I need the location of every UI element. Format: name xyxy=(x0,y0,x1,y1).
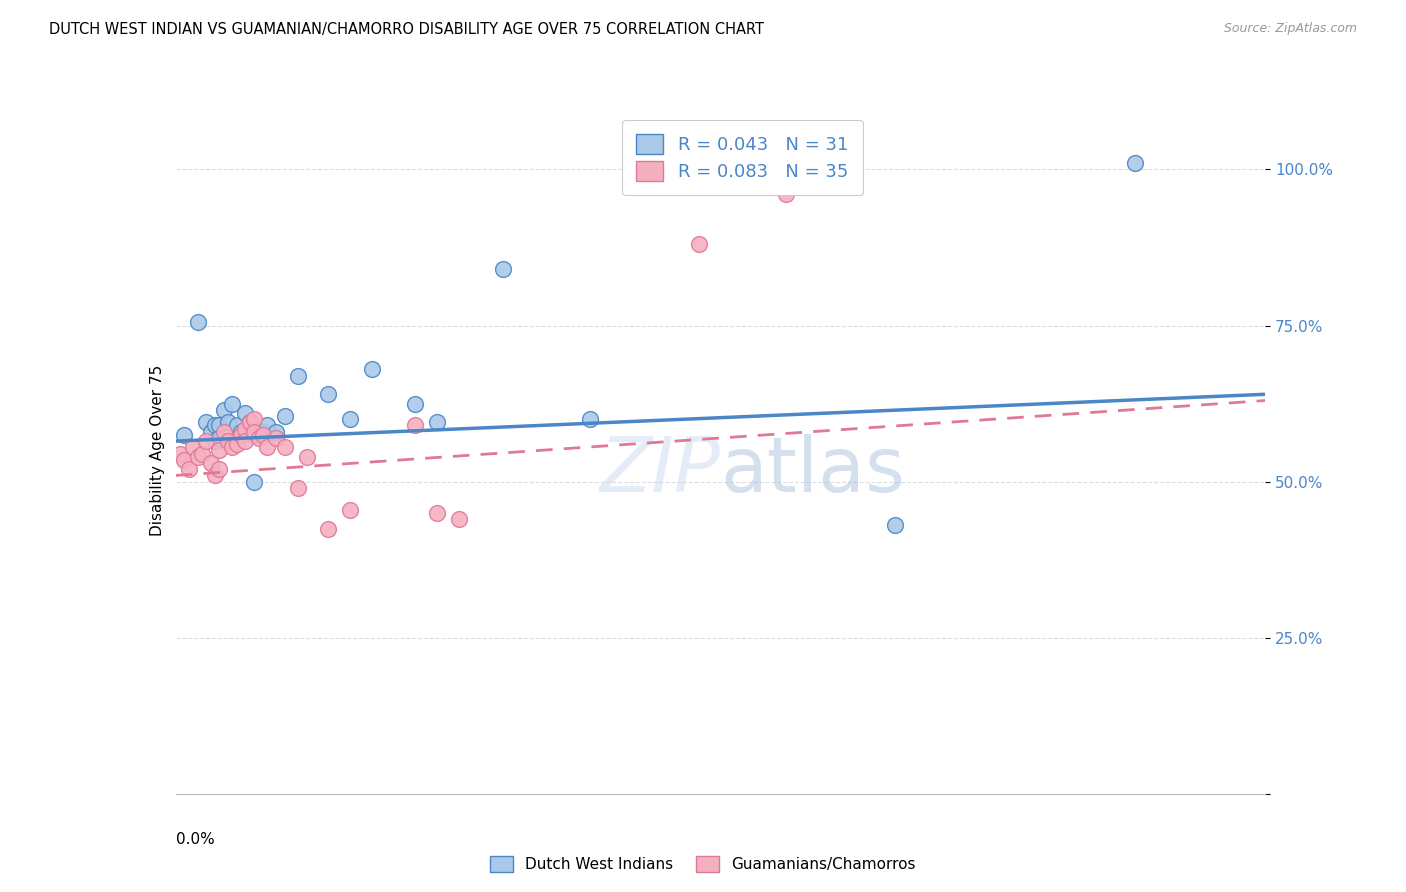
Point xyxy=(447,512,470,526)
Point xyxy=(204,434,226,449)
Point xyxy=(239,416,262,430)
Point xyxy=(235,406,257,420)
Point xyxy=(426,416,449,430)
Point xyxy=(339,412,361,426)
Point xyxy=(181,440,204,454)
Point xyxy=(217,434,239,449)
Point xyxy=(274,409,297,424)
Point xyxy=(235,422,257,436)
Point xyxy=(256,418,278,433)
Point xyxy=(200,456,222,470)
Point xyxy=(579,412,602,426)
Point xyxy=(264,425,287,439)
Point xyxy=(264,431,287,445)
Point xyxy=(405,418,427,433)
Point xyxy=(239,416,262,430)
Point xyxy=(231,425,253,439)
Legend: Dutch West Indians, Guamanians/Chamorros: Dutch West Indians, Guamanians/Chamorros xyxy=(482,848,924,880)
Point xyxy=(256,440,278,454)
Point xyxy=(243,412,266,426)
Point xyxy=(405,396,427,410)
Point xyxy=(225,437,247,451)
Point xyxy=(252,425,274,439)
Text: Source: ZipAtlas.com: Source: ZipAtlas.com xyxy=(1223,22,1357,36)
Point xyxy=(221,396,243,410)
Point xyxy=(208,462,231,476)
Point xyxy=(191,446,214,460)
Point xyxy=(287,368,309,383)
Point xyxy=(492,262,515,277)
Point xyxy=(212,403,235,417)
Point xyxy=(231,428,253,442)
Point xyxy=(195,416,218,430)
Point xyxy=(204,468,226,483)
Point xyxy=(186,450,209,464)
Point xyxy=(318,387,340,401)
Y-axis label: Disability Age Over 75: Disability Age Over 75 xyxy=(149,365,165,536)
Text: 0.0%: 0.0% xyxy=(176,831,215,847)
Point xyxy=(243,425,266,439)
Point xyxy=(177,462,200,476)
Point xyxy=(884,518,907,533)
Point xyxy=(287,481,309,495)
Point xyxy=(195,434,218,449)
Point xyxy=(186,316,209,330)
Point xyxy=(295,450,318,464)
Point xyxy=(225,418,247,433)
Point xyxy=(775,187,797,202)
Point xyxy=(208,431,231,445)
Point xyxy=(360,362,382,376)
Point xyxy=(243,428,266,442)
Point xyxy=(204,418,226,433)
Text: DUTCH WEST INDIAN VS GUAMANIAN/CHAMORRO DISABILITY AGE OVER 75 CORRELATION CHART: DUTCH WEST INDIAN VS GUAMANIAN/CHAMORRO … xyxy=(49,22,765,37)
Text: atlas: atlas xyxy=(721,434,905,508)
Point xyxy=(339,503,361,517)
Point xyxy=(212,425,235,439)
Point xyxy=(318,521,340,535)
Point xyxy=(217,416,239,430)
Text: ZIP: ZIP xyxy=(600,434,721,508)
Point xyxy=(247,431,270,445)
Point xyxy=(221,440,243,454)
Point xyxy=(252,428,274,442)
Point xyxy=(169,446,191,460)
Point xyxy=(173,428,195,442)
Point xyxy=(173,452,195,467)
Legend: R = 0.043   N = 31, R = 0.083   N = 35: R = 0.043 N = 31, R = 0.083 N = 35 xyxy=(621,120,863,195)
Point xyxy=(200,425,222,439)
Point xyxy=(243,475,266,489)
Point xyxy=(426,506,449,520)
Point xyxy=(688,237,710,252)
Point xyxy=(208,418,231,433)
Point xyxy=(235,434,257,449)
Point xyxy=(274,440,297,454)
Point xyxy=(1123,156,1146,170)
Point xyxy=(208,443,231,458)
